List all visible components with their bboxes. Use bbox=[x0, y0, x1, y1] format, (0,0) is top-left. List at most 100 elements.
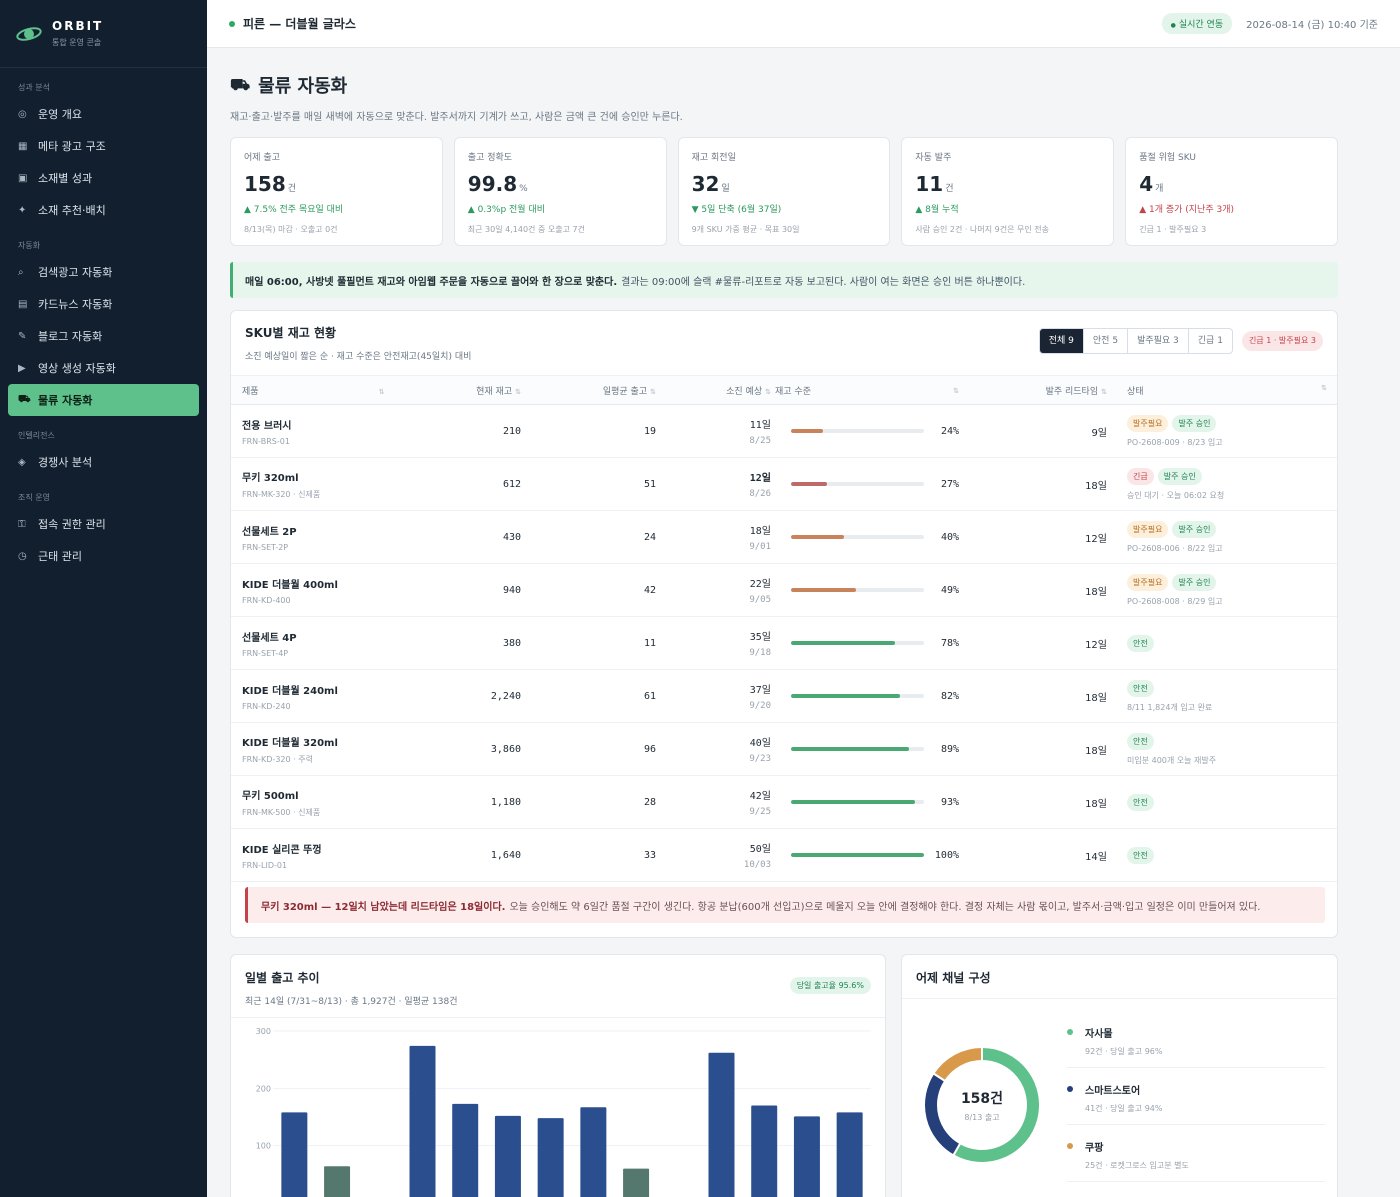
stock-level-fill bbox=[791, 853, 924, 857]
diamond-icon: ◈ bbox=[18, 456, 26, 468]
sidebar-item-label: 운영 개요 bbox=[38, 108, 82, 121]
stockout-date: 9/05 bbox=[749, 595, 771, 605]
product-name: 선물세트 2P bbox=[242, 526, 297, 538]
bar[interactable] bbox=[324, 1166, 351, 1197]
table-row[interactable]: 무키 320ml FRN-MK-320 · 신제품 612 51 12일 8/26 … bbox=[231, 458, 1337, 511]
stockout-date: 9/20 bbox=[749, 701, 771, 711]
legend-item: 쿠팡 25건 · 로켓그로스 입고분 별도 bbox=[1067, 1125, 1325, 1182]
table-row[interactable]: KIDE 더블월 400ml FRN-KD-400 940 42 22일 9/05 … bbox=[231, 564, 1337, 617]
bar[interactable] bbox=[580, 1107, 607, 1197]
col-level-sort[interactable]: ⇅ bbox=[908, 385, 959, 396]
sidebar-item[interactable]: ⛟ 물류 자동화 bbox=[8, 384, 199, 416]
truck-icon: ⛟ bbox=[230, 74, 251, 94]
table-row[interactable]: 무키 500ml FRN-MK-500 · 신제품 1,180 28 42일 9/2… bbox=[231, 776, 1337, 829]
approve-order-button[interactable]: 발주 승인 bbox=[1172, 414, 1217, 432]
col-stock[interactable]: 현재 재고 ⇅ bbox=[476, 386, 521, 397]
col-daily[interactable]: 일평균 출고 ⇅ bbox=[602, 386, 656, 397]
table-row[interactable]: 선물세트 4P FRN-SET-4P 380 11 35일 9/18 78% 12일… bbox=[231, 617, 1337, 670]
current-stock: 612 bbox=[502, 478, 521, 490]
legend-dot bbox=[1067, 1086, 1073, 1092]
current-stock: 2,240 bbox=[490, 690, 521, 702]
filter-tab[interactable]: 전체 9 bbox=[1039, 329, 1084, 353]
table-row[interactable]: KIDE 더블월 240ml FRN-KD-240 2,240 61 37일 9/2… bbox=[231, 670, 1337, 723]
sidebar-item[interactable]: ✎ 블로그 자동화 bbox=[8, 320, 199, 352]
sparkle-icon: ✦ bbox=[18, 204, 27, 216]
product-name: 선물세트 4P bbox=[242, 632, 297, 644]
sidebar-item[interactable]: ◈ 경쟁사 분석 bbox=[8, 446, 199, 478]
days-left: 37일 bbox=[749, 685, 771, 696]
table-row[interactable]: 선물세트 2P FRN-SET-2P 430 24 18일 9/01 40% 12일… bbox=[231, 511, 1337, 564]
stock-level-fill bbox=[791, 694, 901, 698]
bar[interactable] bbox=[281, 1112, 308, 1197]
sidebar-item[interactable]: ✦ 소재 추천·배치 bbox=[8, 194, 199, 226]
sidebar-item[interactable]: ⚿ 접속 권한 관리 bbox=[8, 508, 199, 540]
approve-order-button[interactable]: 발주 승인 bbox=[1172, 573, 1217, 591]
daily-average: 24 bbox=[643, 531, 656, 543]
product-code: FRN-KD-320 · 주력 bbox=[242, 754, 313, 764]
bar[interactable] bbox=[836, 1112, 863, 1197]
current-stock: 380 bbox=[502, 637, 521, 649]
sidebar-item[interactable]: ⌕ 검색광고 자동화 bbox=[8, 256, 199, 288]
col-status[interactable]: 상태 ⇅ bbox=[1127, 383, 1327, 397]
days-left: 50일 bbox=[749, 844, 771, 855]
col-lead[interactable]: 발주 리드타임 ⇅ bbox=[1045, 386, 1107, 397]
sidebar-item[interactable]: ◷ 근태 관리 bbox=[8, 540, 199, 572]
status-note: 8/11 1,824개 입고 완료 bbox=[1127, 702, 1213, 712]
col-days[interactable]: 소진 예상 ⇅ bbox=[726, 386, 771, 397]
sidebar-item[interactable]: ▤ 카드뉴스 자동화 bbox=[8, 288, 199, 320]
donut-slice[interactable] bbox=[931, 1045, 983, 1083]
table-row[interactable]: KIDE 실리콘 뚜껑 FRN-LID-01 1,640 33 50일 10/03 … bbox=[231, 829, 1337, 882]
bar[interactable] bbox=[409, 1045, 436, 1197]
filter-tab[interactable]: 발주필요 3 bbox=[1128, 329, 1189, 353]
col-name[interactable]: 제품 ⇅ bbox=[242, 386, 385, 397]
brand[interactable]: ORBIT 통합 운영 콘솔 bbox=[0, 0, 207, 68]
status-badge: 발주필요 bbox=[1127, 573, 1169, 591]
topbar: 피른 — 더블월 글라스 ● 실시간 연동 2026-08-14 (금) 10:4… bbox=[207, 0, 1400, 48]
delivery-stat: ◷ 평균 배송 완료출고 후 1.7일 · 48시간 초과 3건 bbox=[1067, 1182, 1325, 1197]
kpi-card: 출고 정확도 99.8% ▲ 0.3%p 전월 대비 최근 30일 4,140건… bbox=[453, 137, 667, 246]
bar[interactable] bbox=[537, 1118, 564, 1197]
bar[interactable] bbox=[793, 1116, 820, 1197]
lead-time: 9일 bbox=[1091, 427, 1107, 439]
table-row[interactable]: 전용 브러시 FRN-BRS-01 210 19 11일 8/25 24% 9일 발… bbox=[231, 405, 1337, 458]
donut-total: 158건 bbox=[960, 1090, 1004, 1107]
legend-sub: 41건 · 당일 출고 94% bbox=[1085, 1104, 1163, 1113]
product-code: FRN-BRS-01 bbox=[242, 436, 290, 446]
kpi-footnote: 8/13(목) 마감 · 오출고 0건 bbox=[244, 225, 338, 234]
stock-level-bar bbox=[791, 641, 924, 645]
current-stock: 940 bbox=[502, 584, 521, 596]
lead-time: 12일 bbox=[1085, 533, 1107, 545]
sidebar-item[interactable]: ▶ 영상 생성 자동화 bbox=[8, 352, 199, 384]
sidebar-item[interactable]: ▣ 소재별 성과 bbox=[8, 162, 199, 194]
sidebar-item[interactable]: ◎ 운영 개요 bbox=[8, 98, 199, 130]
clock-icon: ◷ bbox=[18, 550, 27, 562]
status-badge: 안전 bbox=[1127, 634, 1154, 652]
main-content: ⛟ 물류 자동화 재고·출고·발주를 매일 새벽에 자동으로 맞춘다. 발주서까… bbox=[230, 48, 1338, 1197]
stock-level-bar bbox=[791, 429, 924, 433]
filter-tab[interactable]: 안전 5 bbox=[1084, 329, 1129, 353]
sort-icon: ⇅ bbox=[953, 386, 959, 395]
approve-order-button[interactable]: 발주 승인 bbox=[1157, 467, 1202, 485]
sku-table-body: 전용 브러시 FRN-BRS-01 210 19 11일 8/25 24% 9일 발… bbox=[231, 405, 1337, 882]
bar[interactable] bbox=[452, 1103, 479, 1197]
bar[interactable] bbox=[708, 1052, 735, 1197]
col-level[interactable]: 재고 수준 bbox=[775, 386, 811, 397]
sidebar-item[interactable]: ▦ 메타 광고 구조 bbox=[8, 130, 199, 162]
sku-title: SKU별 재고 현황 bbox=[245, 326, 337, 340]
sidebar-item-label: 검색광고 자동화 bbox=[38, 266, 113, 279]
filter-tab[interactable]: 긴급 1 bbox=[1197, 336, 1223, 346]
bar[interactable] bbox=[623, 1168, 650, 1197]
sidebar-nav: 성과 분석 ◎ 운영 개요 ▦ 메타 광고 구조 ▣ 소재별 성과 ✦ 소재 추천·배치 자동화 ⌕… bbox=[0, 78, 207, 572]
kpi-delta: ▲ 7.5% 전주 목요일 대비 bbox=[244, 205, 344, 215]
sku-inventory-card: SKU별 재고 현황 소진 예상일이 짧은 순 · 재고 수준은 안전재고(45… bbox=[230, 310, 1338, 938]
bar[interactable] bbox=[751, 1105, 778, 1197]
breadcrumb[interactable]: 피른 — 더블월 글라스 bbox=[243, 17, 356, 31]
current-stock: 210 bbox=[502, 425, 521, 437]
approve-order-button[interactable]: 발주 승인 bbox=[1172, 520, 1217, 538]
as-of-date: 2026-08-14 (금) 10:40 기준 bbox=[1246, 20, 1378, 31]
table-row[interactable]: KIDE 더블월 320ml FRN-KD-320 · 주력 3,860 96 4… bbox=[231, 723, 1337, 776]
legend-name: 쿠팡 bbox=[1085, 1143, 1104, 1154]
kpi-footnote: 사람 승인 2건 · 나머지 9건은 무인 전송 bbox=[915, 225, 1049, 234]
bar[interactable] bbox=[494, 1115, 521, 1197]
